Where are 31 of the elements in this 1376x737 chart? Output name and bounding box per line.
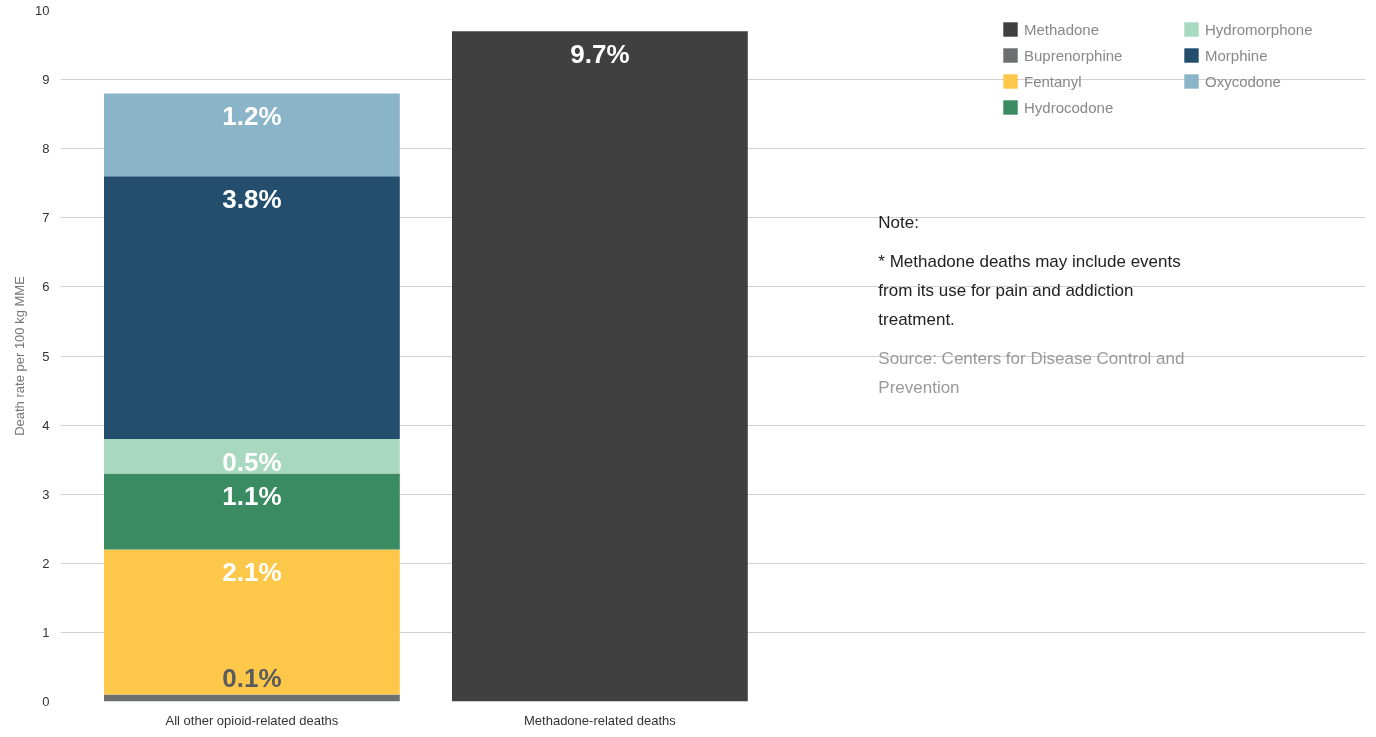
y-tick-label: 1	[42, 624, 50, 640]
y-tick-label: 0	[42, 694, 50, 709]
legend-label: Methadone	[1024, 20, 1101, 38]
x-tick-label: Methadone-related deaths	[524, 712, 677, 728]
data-label: 1.2%	[222, 101, 282, 132]
legend-label: Oxycodone	[1205, 72, 1282, 90]
text: * Methadone deaths may include events from its use for pain and addiction treatment.	[878, 252, 1181, 330]
legend-label: Hydrocodone	[1024, 98, 1115, 116]
source-note: Source: Centers for Disease Control and Prevention	[878, 349, 1185, 398]
legend-label: Fentanyl	[1024, 72, 1083, 90]
data-label: 2.1%	[222, 557, 282, 588]
y-tick-label: 9	[42, 72, 50, 88]
text: Note:	[878, 212, 919, 232]
data-label: 0.1%	[222, 662, 282, 693]
y-tick-label: 7	[42, 210, 50, 226]
y-axis-title: Death rate per 100 kg MME	[12, 275, 28, 436]
data-label: 3.8%	[222, 184, 282, 215]
legend-label: Buprenorphine	[1024, 46, 1124, 64]
y-tick-label: 5	[42, 348, 50, 364]
y-tick-label: 6	[42, 279, 50, 295]
data-label: 1.1%	[222, 481, 282, 512]
legend-label: Morphine	[1205, 46, 1269, 64]
y-tick-label: 10	[35, 3, 50, 18]
x-tick-label: All other opioid-related deaths	[165, 712, 339, 728]
y-tick-label: 4	[42, 417, 50, 433]
y-tick-label: 2	[42, 555, 50, 571]
y-tick-label: 3	[42, 486, 50, 502]
data-label: 9.7%	[570, 39, 630, 70]
data-label: 0.5%	[222, 446, 282, 477]
y-tick-label: 8	[42, 141, 50, 157]
legend-label: Hydromorphone	[1205, 20, 1314, 38]
